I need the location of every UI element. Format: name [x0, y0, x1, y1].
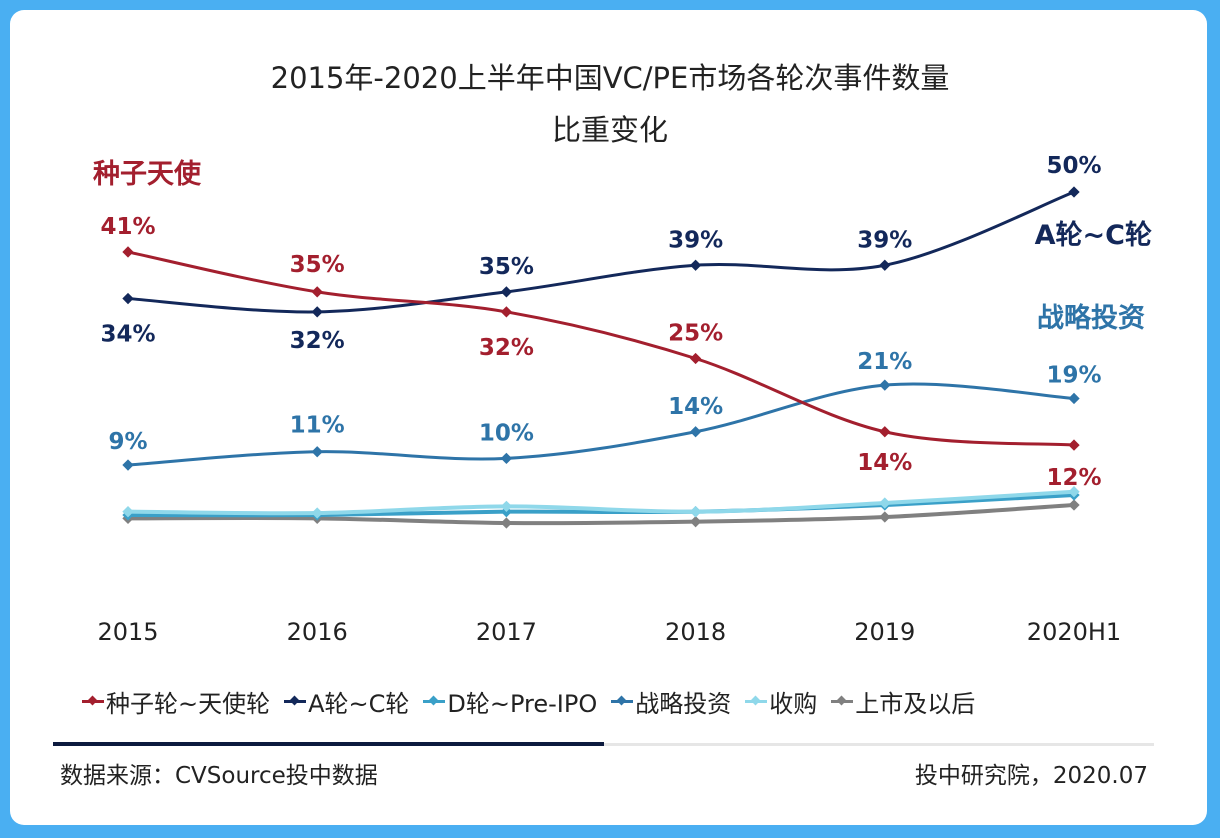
chart-subtitle: 比重变化 [551, 113, 668, 147]
legend-swatch-icon [423, 700, 446, 703]
chart-title: 2015年-2020上半年中国VC/PE市场各轮次事件数量 [270, 61, 950, 95]
series-callout: 战略投资 [1037, 302, 1145, 334]
data-label: 35% [290, 252, 345, 278]
data-point-marker [500, 452, 513, 465]
data-point-marker [311, 306, 323, 318]
x-tick-label: 2018 [665, 618, 726, 646]
legend-swatch-icon [745, 700, 768, 703]
data-point-marker [689, 516, 702, 528]
data-point-marker [879, 259, 891, 271]
data-point-marker [500, 517, 513, 529]
legend-swatch-icon [82, 700, 104, 703]
data-label: 21% [857, 349, 912, 375]
legend-label: 战略投资 [635, 690, 732, 718]
series-line-4 [127, 489, 1075, 516]
series-line-1 [127, 190, 1075, 314]
data-point-marker [879, 379, 891, 391]
data-label: 25% [668, 321, 723, 347]
data-point-marker [122, 459, 134, 471]
data-point-marker [1068, 499, 1080, 511]
series-line-3 [127, 382, 1075, 467]
legend-item: 种子轮~天使轮 [82, 684, 270, 719]
publisher-date: 投中研究院，2020.07 [914, 763, 1148, 789]
data-point-marker [689, 352, 702, 365]
data-point-marker [1068, 392, 1080, 405]
data-point-marker [1068, 186, 1080, 198]
data-label: 12% [1046, 465, 1101, 491]
legend-item: 收购 [745, 684, 817, 719]
data-point-marker [122, 246, 134, 258]
legend-item: D轮~Pre-IPO [423, 684, 597, 719]
data-label: 19% [1046, 362, 1101, 388]
data-label: 14% [668, 394, 723, 420]
data-label: 34% [100, 322, 155, 348]
data-point-marker [311, 286, 323, 298]
data-point-marker [689, 426, 702, 438]
data-label: 9% [108, 429, 147, 455]
data-point-marker [500, 500, 513, 513]
data-label: 41% [100, 214, 155, 240]
data-point-marker [122, 292, 134, 305]
legend-swatch-icon [611, 700, 634, 703]
x-tick-label: 2020H1 [1027, 618, 1121, 646]
data-label: 32% [290, 328, 345, 354]
data-point-marker [689, 259, 702, 271]
series-line-0 [127, 250, 1075, 447]
legend-label: D轮~Pre-IPO [447, 690, 598, 718]
footer-divider-dark [53, 742, 604, 746]
legend-swatch-icon [284, 700, 307, 703]
footer-divider-light [604, 743, 1154, 746]
legend-swatch-icon [831, 700, 854, 703]
data-point-marker [500, 286, 513, 298]
legend-label: A轮~C轮 [308, 690, 410, 718]
data-label: 11% [290, 413, 345, 439]
data-point-marker [311, 446, 323, 458]
data-point-marker [879, 497, 891, 509]
data-point-marker [689, 506, 702, 518]
data-label: 39% [857, 227, 912, 253]
legend-item: 上市及以后 [831, 684, 975, 719]
x-tick-label: 2015 [97, 618, 158, 646]
x-tick-label: 2017 [476, 618, 537, 646]
legend-label: 收购 [769, 690, 818, 718]
chart-legend: 种子轮~天使轮 A轮~C轮 D轮~Pre-IPO 战略投资 收购 上市及以后 [82, 684, 975, 719]
x-tick-label: 2016 [287, 618, 348, 646]
data-point-marker [879, 426, 891, 438]
data-point-marker [500, 306, 513, 318]
legend-label: 上市及以后 [855, 690, 976, 718]
data-point-marker [1068, 439, 1080, 451]
data-label: 32% [479, 335, 534, 361]
chart-card [10, 10, 1207, 825]
x-tick-label: 2019 [854, 618, 915, 646]
legend-item: 战略投资 [611, 684, 731, 719]
legend-item: A轮~C轮 [284, 684, 409, 719]
data-label: 14% [857, 450, 912, 476]
data-point-marker [1068, 486, 1080, 498]
data-label: 10% [479, 420, 534, 446]
series-line-5 [127, 503, 1075, 526]
data-label: 35% [479, 254, 534, 280]
series-callout: A轮~C轮 [1035, 220, 1152, 251]
data-label: 39% [668, 227, 723, 253]
data-label: 50% [1046, 153, 1101, 179]
data-source: 数据来源：CVSource投中数据 [60, 763, 378, 789]
data-point-marker [879, 511, 891, 523]
legend-label: 种子轮~天使轮 [106, 690, 271, 718]
series-callout: 种子天使 [93, 159, 202, 190]
